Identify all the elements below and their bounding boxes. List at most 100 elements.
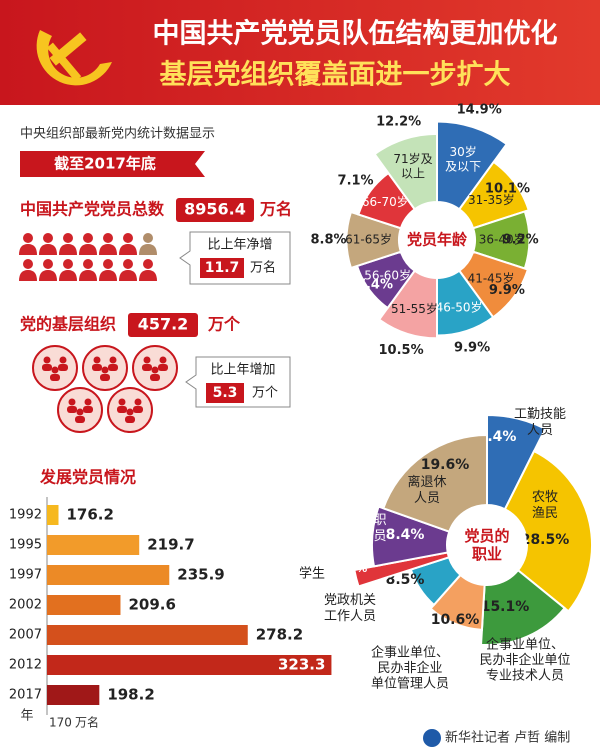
value-label: 198.2 bbox=[107, 686, 154, 704]
person-body bbox=[59, 270, 77, 281]
value-label: 19.6% bbox=[421, 457, 470, 473]
person-head bbox=[126, 408, 134, 416]
text-line: 离退休 bbox=[407, 474, 446, 490]
category-label: 离退休人员 bbox=[407, 474, 446, 506]
person-body bbox=[79, 244, 97, 255]
y-axis-label: 年 bbox=[20, 709, 33, 724]
text-line: 工作人员 bbox=[324, 608, 376, 623]
value-label: 7.1% bbox=[338, 173, 374, 188]
y-tick-label: 2007 bbox=[9, 628, 42, 643]
credit: 新华社记者 卢哲 编制 bbox=[445, 730, 570, 746]
text-line: 工勤技能 bbox=[514, 407, 566, 422]
person-head bbox=[23, 233, 33, 243]
category-label: 61-65岁 bbox=[345, 232, 392, 247]
person-head bbox=[76, 408, 84, 416]
person-head bbox=[143, 233, 153, 243]
category-label: 36-40岁 bbox=[479, 232, 526, 247]
value-label: 209.6 bbox=[128, 596, 175, 614]
y-tick-label: 1995 bbox=[9, 538, 42, 553]
value-label: 8.8% bbox=[310, 233, 346, 248]
person-body bbox=[119, 244, 137, 255]
person-body bbox=[42, 364, 52, 371]
category-label: 56-60岁 bbox=[364, 267, 411, 282]
value-label: 10.5% bbox=[379, 343, 424, 358]
person-head bbox=[68, 398, 76, 406]
value-label: 15.1% bbox=[481, 599, 530, 615]
subtitle: 基层党组织覆盖面进一步扩大 bbox=[160, 59, 511, 91]
person-head bbox=[143, 356, 151, 364]
org-value: 457.2 bbox=[138, 315, 189, 334]
value-label: 323.3 bbox=[278, 656, 325, 674]
party-emblem bbox=[36, 30, 112, 86]
person-body bbox=[50, 374, 60, 381]
bar bbox=[47, 565, 170, 585]
text-line: 企事业单位、 bbox=[371, 644, 449, 660]
bar bbox=[47, 535, 140, 555]
y-tick-label: 2017 bbox=[9, 688, 42, 703]
person-head bbox=[134, 398, 142, 406]
value-label: 9.9% bbox=[454, 340, 490, 355]
logo bbox=[423, 729, 441, 747]
person-head bbox=[23, 259, 33, 269]
value-label: 219.7 bbox=[147, 536, 194, 554]
person-body bbox=[139, 244, 157, 255]
value-label: 8.4% bbox=[386, 527, 425, 543]
person-head bbox=[43, 259, 53, 269]
bar bbox=[47, 595, 121, 615]
value-box bbox=[176, 198, 254, 222]
chart-title: 发展党员情况 bbox=[39, 468, 136, 487]
person-body bbox=[139, 270, 157, 281]
person-body bbox=[39, 270, 57, 281]
category-label: 71岁及以上 bbox=[393, 151, 432, 180]
text-line: 71岁及 bbox=[393, 151, 432, 166]
callout-value: 5.3 bbox=[213, 385, 238, 401]
value-box bbox=[206, 383, 244, 403]
category-label: 30岁及以下 bbox=[445, 144, 481, 173]
category-label: 51-55岁 bbox=[391, 301, 438, 316]
person-body bbox=[150, 374, 160, 381]
value-label: 28.5% bbox=[521, 532, 570, 548]
text-line: 民办非企业单位 bbox=[479, 652, 570, 668]
pie-segment bbox=[371, 505, 451, 568]
category-label: 企事业单位、民办非企业单位专业技术人员 bbox=[479, 636, 570, 683]
callout-label: 比上年增加 bbox=[210, 363, 275, 378]
person-head bbox=[101, 366, 109, 374]
callout-value: 11.7 bbox=[205, 260, 240, 276]
text-line: 企事业单位、 bbox=[486, 636, 564, 652]
bar bbox=[47, 505, 59, 525]
text-line: 其他职 bbox=[347, 513, 386, 528]
value-label: 9.9% bbox=[489, 283, 525, 298]
category-label: 学生 bbox=[299, 566, 325, 582]
date-text: 截至2017年底 bbox=[54, 155, 156, 173]
person-head bbox=[143, 259, 153, 269]
x-tick-label: 170 bbox=[49, 716, 72, 730]
category-label: 46-50岁 bbox=[436, 299, 483, 314]
center-disc bbox=[447, 505, 527, 585]
header-band bbox=[0, 0, 600, 105]
value-label: 235.9 bbox=[177, 566, 224, 584]
category-label: 农牧渔民 bbox=[532, 490, 558, 521]
value-box bbox=[200, 258, 244, 278]
person-head bbox=[83, 233, 93, 243]
person-body bbox=[83, 406, 93, 413]
person-head bbox=[43, 233, 53, 243]
person-body bbox=[79, 270, 97, 281]
text-line: 民办非企业 bbox=[377, 660, 442, 676]
person-body bbox=[142, 364, 152, 371]
value-label: 176.2 bbox=[67, 506, 114, 524]
person-head bbox=[109, 356, 117, 364]
person-body bbox=[100, 374, 110, 381]
person-head bbox=[51, 366, 59, 374]
y-tick-label: 2012 bbox=[9, 658, 42, 673]
category-label: 其他职业人员 bbox=[347, 513, 386, 544]
category-label: 工勤技能人员 bbox=[514, 407, 566, 438]
person-body bbox=[19, 244, 37, 255]
x-axis-label: 万名 bbox=[75, 715, 99, 730]
person-body bbox=[119, 270, 137, 281]
text-line: 人员 bbox=[527, 422, 553, 437]
pie-segment bbox=[503, 449, 593, 613]
person-head bbox=[83, 259, 93, 269]
bar bbox=[47, 685, 100, 705]
